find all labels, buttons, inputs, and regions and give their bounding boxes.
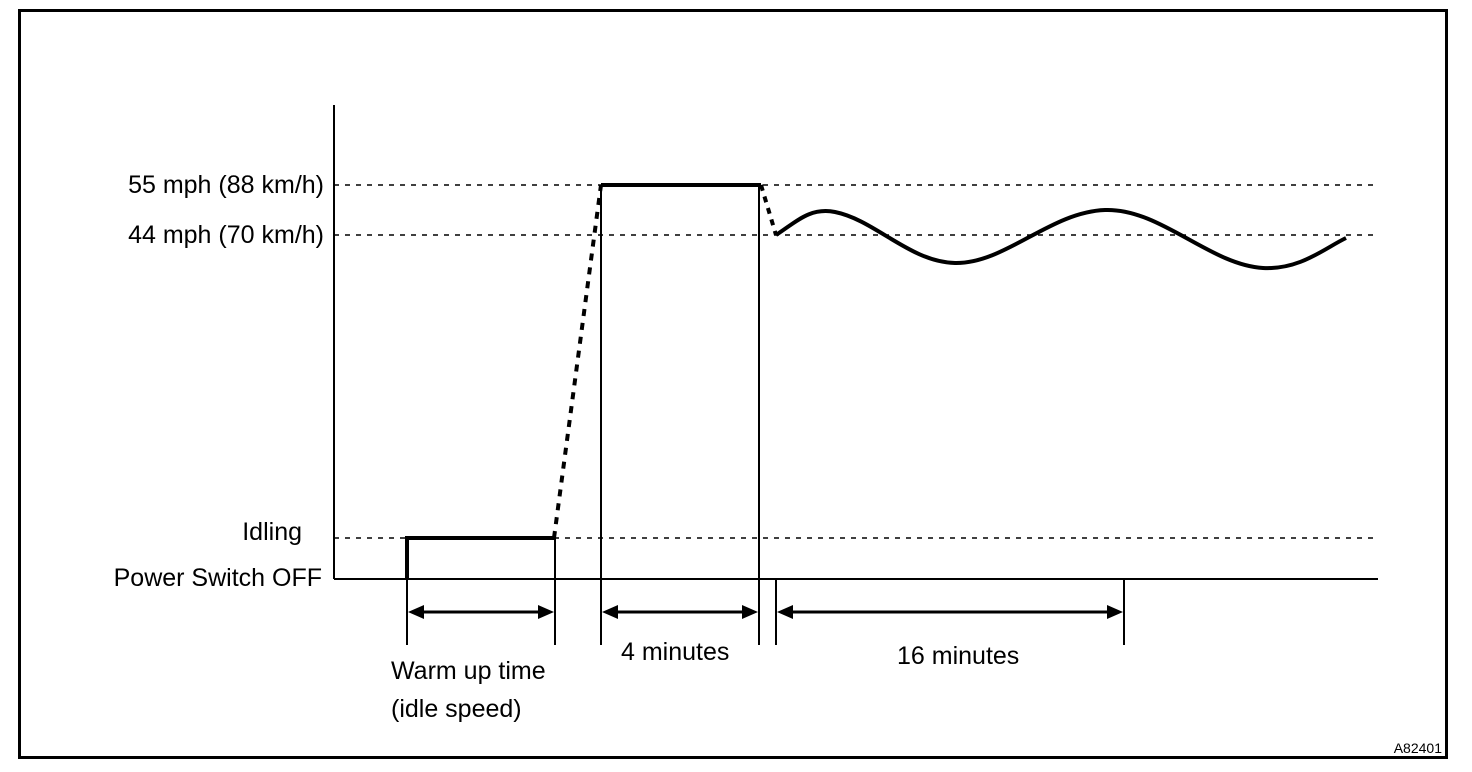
label-16-minutes: 16 minutes	[897, 642, 1020, 670]
deceleration-segment	[759, 184, 778, 236]
label-idling: Idling	[242, 518, 302, 546]
figure-frame	[18, 9, 1448, 759]
label-warm-up-time: Warm up time	[391, 657, 546, 685]
idle-segment	[405, 536, 554, 579]
acceleration-segment	[552, 184, 603, 539]
warm-up-interval-arrow	[408, 605, 554, 619]
label-4-minutes: 4 minutes	[621, 638, 730, 666]
four-minute-interval-arrow	[602, 605, 758, 619]
label-55mph: 55 mph (88 km/h)	[128, 171, 324, 199]
label-power-switch-off: Power Switch OFF	[113, 564, 322, 592]
sixteen-minute-interval-arrow	[777, 605, 1123, 619]
fluctuating-speed-segment	[774, 207, 1347, 271]
label-idle-speed: (idle speed)	[391, 695, 522, 723]
label-44mph: 44 mph (70 km/h)	[128, 221, 324, 249]
figure-code: A82401	[1393, 740, 1442, 756]
